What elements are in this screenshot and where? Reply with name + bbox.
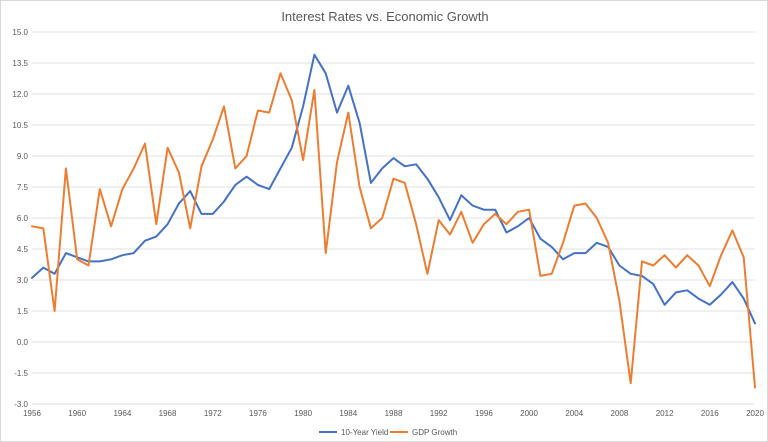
x-tick-label: 2012 xyxy=(656,409,674,418)
y-tick-label: 3.0 xyxy=(17,276,29,285)
y-tick-label: 13.5 xyxy=(12,59,28,68)
y-tick-label: 4.5 xyxy=(17,245,29,254)
x-tick-label: 1960 xyxy=(68,409,86,418)
x-axis-ticks: 1956 1960 1964 1968 1972 1976 1980 1984 1988 1992… xyxy=(23,409,764,418)
gridlines xyxy=(32,31,755,405)
y-tick-label: 15.0 xyxy=(12,28,28,37)
x-tick-label: 1976 xyxy=(249,409,267,418)
chart-title: Interest Rates vs. Economic Growth xyxy=(281,9,489,24)
y-tick-label: 10.5 xyxy=(12,121,28,130)
y-tick-label: 1.5 xyxy=(17,307,29,316)
x-tick-label: 1972 xyxy=(204,409,222,418)
x-tick-label: 1996 xyxy=(475,409,493,418)
series-line-gdp-growth xyxy=(31,72,756,389)
x-tick-label: 2016 xyxy=(701,409,719,418)
x-tick-label: 1984 xyxy=(339,409,357,418)
y-axis-ticks: 15.0 13.5 12.0 10.5 9.0 7.5 6.0 4.5 3.0 1.5 0.0 -1.… xyxy=(12,28,28,409)
y-tick-label: 12.0 xyxy=(12,90,28,99)
x-tick-label: 2004 xyxy=(565,409,583,418)
y-tick-label: 0.0 xyxy=(17,338,29,347)
legend: 10-Year Yield GDP Growth xyxy=(319,428,457,437)
legend-label: GDP Growth xyxy=(412,428,457,437)
y-tick-label: -3.0 xyxy=(14,400,28,409)
y-tick-label: 9.0 xyxy=(17,152,29,161)
x-tick-label: 1956 xyxy=(23,409,41,418)
x-tick-label: 1980 xyxy=(294,409,312,418)
x-tick-label: 2020 xyxy=(746,409,764,418)
x-tick-label: 1968 xyxy=(159,409,177,418)
x-tick-label: 2000 xyxy=(520,409,538,418)
series-line-ten-year-yield xyxy=(31,53,756,325)
x-tick-label: 1992 xyxy=(430,409,448,418)
x-tick-label: 1988 xyxy=(385,409,403,418)
x-tick-label: 1964 xyxy=(113,409,131,418)
legend-label: 10-Year Yield xyxy=(341,428,388,437)
x-tick-label: 2008 xyxy=(611,409,629,418)
y-tick-label: 6.0 xyxy=(17,214,29,223)
y-tick-label: -1.5 xyxy=(14,369,28,378)
y-tick-label: 7.5 xyxy=(17,183,29,192)
series-lines xyxy=(31,53,756,389)
